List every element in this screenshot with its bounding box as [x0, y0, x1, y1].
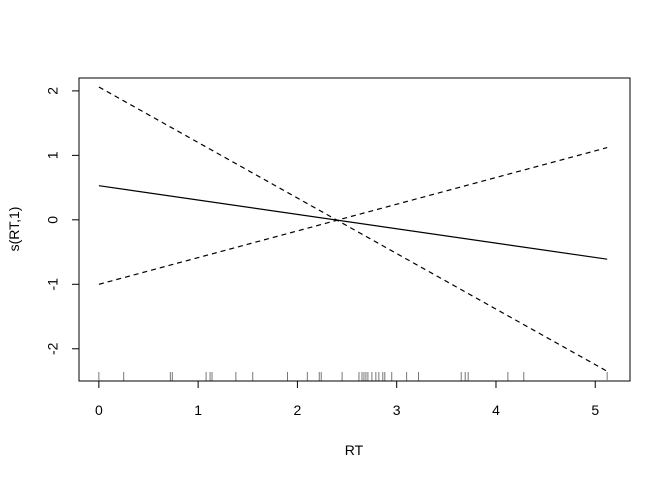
x-tick-label: 1	[194, 402, 202, 418]
x-axis-label: RT	[345, 442, 364, 458]
confidence-band-line-1	[98, 86, 608, 372]
y-axis: -2 -1 0 1 2	[45, 87, 80, 355]
y-tick-label: -2	[45, 342, 61, 355]
y-tick-label: 0	[45, 216, 61, 224]
x-tick-label: 4	[492, 402, 500, 418]
x-axis: 0 1 2 3 4 5	[95, 380, 599, 418]
y-tick-label: -1	[45, 278, 61, 291]
rug-layer	[98, 372, 608, 381]
x-tick-label: 0	[95, 402, 103, 418]
series-layer	[98, 86, 608, 372]
y-tick-label: 1	[45, 151, 61, 159]
x-tick-label: 5	[591, 402, 599, 418]
smooth-estimate-line-0	[98, 185, 608, 260]
y-tick-label: 2	[45, 87, 61, 95]
confidence-band-line-2	[98, 147, 608, 285]
y-axis-label: s(RT,1)	[6, 207, 22, 252]
x-tick-label: 3	[393, 402, 401, 418]
x-tick-label: 2	[294, 402, 302, 418]
